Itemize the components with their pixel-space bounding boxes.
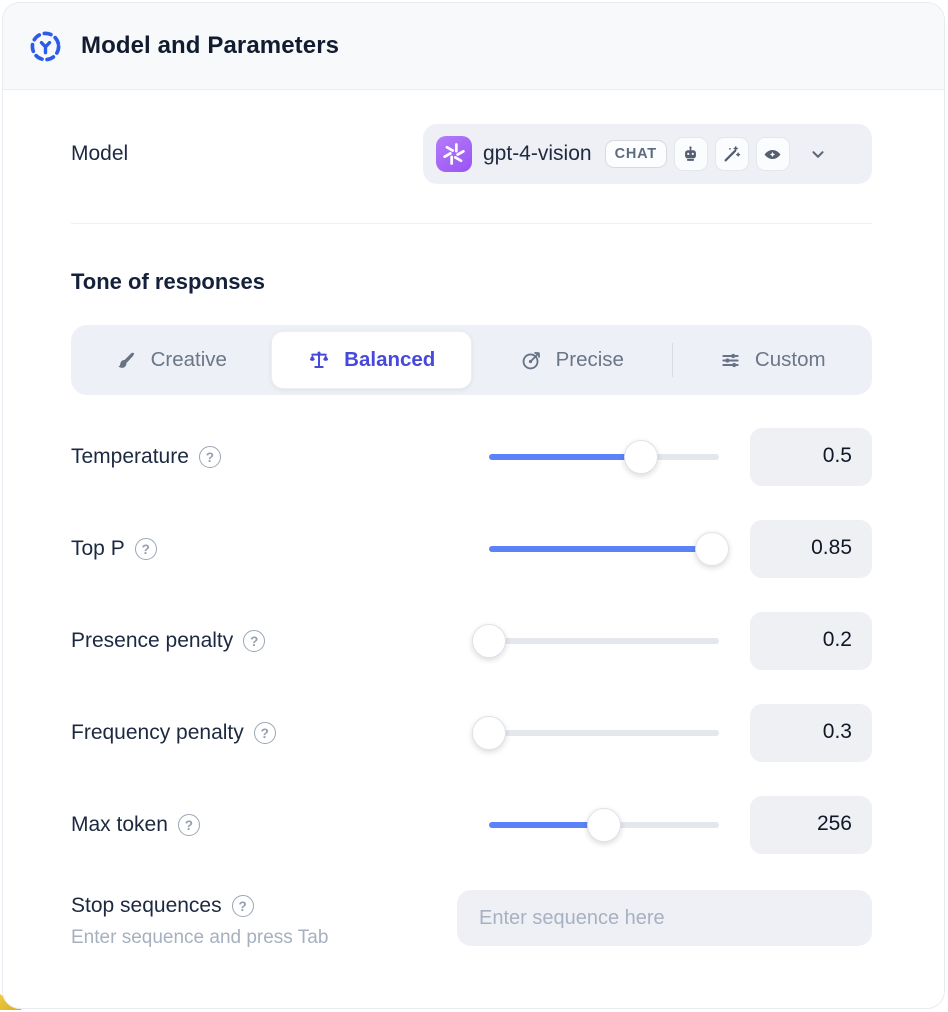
slider-knob[interactable] [623,440,658,474]
presence-penalty-label-wrap: Presence penalty ? [71,629,266,653]
tab-label: Balanced [344,348,436,371]
chevron-down-icon [807,143,829,165]
temperature-controls: 0.5 [489,428,872,486]
frequency-penalty-slider[interactable] [472,715,719,751]
presence-penalty-slider[interactable] [472,623,719,659]
top-p-label-wrap: Top P ? [71,537,157,561]
help-icon[interactable]: ? [243,630,266,652]
max-token-controls: 256 [489,796,872,854]
help-icon[interactable]: ? [231,895,254,917]
stop-sequences-label-wrap: Stop sequences ? [71,894,328,918]
stop-sequences-hint: Enter sequence and press Tab [71,927,329,948]
stop-sequences-row: Stop sequences ? Enter sequence and pres… [71,890,872,949]
openai-logo [436,136,472,172]
frequency-penalty-value[interactable]: 0.3 [750,704,872,762]
top-p-label: Top P [71,537,125,560]
slider-knob[interactable] [472,624,506,658]
help-icon[interactable]: ? [253,722,276,744]
frequency-penalty-label: Frequency penalty [71,721,244,744]
balance-scale-icon [307,348,331,372]
frequency-penalty-label-wrap: Frequency penalty ? [71,721,276,745]
panel-header: Model and Parameters [3,3,944,90]
temperature-label-wrap: Temperature ? [71,445,221,469]
selected-model-name: gpt-4-vision [483,142,592,165]
slider-track[interactable] [489,730,719,736]
tab-label: Creative [150,348,227,371]
model-type-badge: CHAT [604,139,667,169]
slider-track[interactable] [489,638,719,644]
tab-divider [671,343,673,377]
slider-fill [489,822,604,828]
magic-wand-icon [714,137,749,171]
slider-knob[interactable] [587,808,621,842]
stop-sequences-input[interactable] [457,890,872,946]
tab-custom[interactable]: Custom [673,331,873,389]
target-arrow-icon [520,349,543,372]
model-select[interactable]: gpt-4-vision CHAT [423,124,872,184]
model-label: Model [71,142,129,165]
section-divider [71,223,872,224]
tab-precise[interactable]: Precise [472,331,672,389]
stop-sequences-labels: Stop sequences ? Enter sequence and pres… [71,890,328,949]
tone-section-heading: Tone of responses [71,269,265,294]
paintbrush-icon [115,349,138,372]
temperature-label: Temperature [71,445,189,468]
tone-tab-bar: Creative Balanced [71,325,872,395]
tab-label: Custom [754,348,826,371]
presence-penalty-value[interactable]: 0.2 [750,612,872,670]
help-icon[interactable]: ? [198,446,221,468]
temperature-slider[interactable] [489,439,719,475]
tab-balanced[interactable]: Balanced [270,331,472,389]
max-token-value[interactable]: 256 [750,796,872,854]
frequency-penalty-row: Frequency penalty ? 0.3 [71,704,872,762]
assistant-robot-icon [673,137,708,171]
panel-title: Model and Parameters [81,32,340,59]
stop-sequences-label: Stop sequences [71,894,222,917]
presence-penalty-label: Presence penalty [71,629,234,652]
temperature-row: Temperature ? 0.5 [71,428,872,486]
tab-creative[interactable]: Creative [71,331,271,389]
max-token-row: Max token ? 256 [71,796,872,854]
top-p-value[interactable]: 0.85 [750,520,872,578]
max-token-label: Max token [71,813,168,836]
presence-penalty-controls: 0.2 [472,612,872,670]
frequency-penalty-controls: 0.3 [472,704,872,762]
slider-knob[interactable] [472,716,506,750]
top-p-controls: 0.85 [489,520,872,578]
help-icon[interactable]: ? [177,814,200,836]
panel-body: Model gpt-4-vision CH [3,124,944,949]
adjustments-icon [719,349,742,372]
max-token-slider[interactable] [489,807,719,843]
model-hub-icon [27,28,64,65]
slider-knob[interactable] [695,532,730,566]
max-token-label-wrap: Max token ? [71,813,200,837]
tab-label: Precise [555,348,624,371]
vision-eye-icon [755,137,790,171]
slider-fill [489,546,713,552]
model-row: Model gpt-4-vision CH [71,124,872,184]
temperature-value[interactable]: 0.5 [750,428,872,486]
top-p-row: Top P ? 0.85 [71,520,872,578]
help-icon[interactable]: ? [134,538,157,560]
top-p-slider[interactable] [489,531,730,567]
slider-fill [489,454,641,460]
presence-penalty-row: Presence penalty ? 0.2 [71,612,872,670]
